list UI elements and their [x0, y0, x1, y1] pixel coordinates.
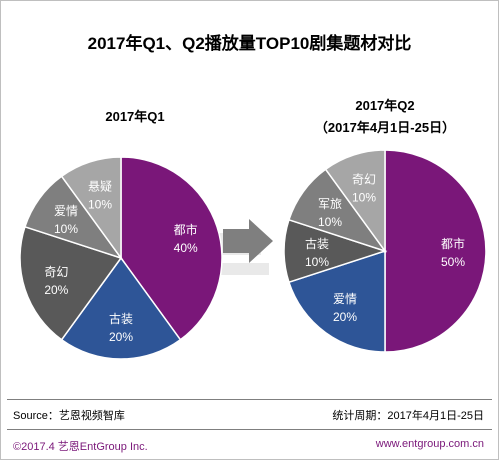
footer-divider-top [7, 399, 492, 400]
pie-charts: 2017年Q1 2017年Q2 （2017年4月1日-25日） 都市 40% 古装 2… [19, 98, 487, 360]
pie-slice-label-0-0: 都市 [174, 222, 198, 237]
pie-slice-label-0-1: 古装 [109, 311, 133, 326]
footer-divider-bottom [7, 429, 492, 430]
pie-slice-value-1-2: 10% [305, 255, 329, 269]
pie-q2: 都市 50% 爱情 20% 古装 10% 军旅 10% 奇幻 10% [283, 149, 487, 353]
pie-slice-value-0-2: 20% [44, 283, 68, 297]
pie-slice-0-1 [60, 256, 182, 360]
pie-slice-value-1-0: 50% [441, 255, 465, 269]
source-text: Source：艺恩视频智库 [13, 410, 125, 422]
pie-q1: 都市 40% 古装 20% 奇幻 20% 爱情 10% 悬疑 10% [19, 156, 223, 360]
pie-slice-0-0 [120, 156, 223, 341]
pie-slice-label-1-2: 古装 [305, 236, 329, 251]
pie-q2-title: 2017年Q2 [355, 98, 414, 113]
chart-title: 2017年Q1、Q2播放量TOP10剧集题材对比 [87, 34, 412, 53]
pie-slice-0-2 [19, 225, 123, 341]
website-link[interactable]: www.entgroup.com.cn [375, 438, 484, 450]
pie-slice-value-1-3: 10% [318, 215, 342, 229]
pie-slice-value-1-1: 20% [333, 310, 357, 324]
pie-slice-value-0-1: 20% [109, 330, 133, 344]
pie-slice-1-0 [384, 149, 487, 353]
pie-q1-title: 2017年Q1 [105, 109, 164, 124]
pie-slice-0-4 [60, 156, 122, 261]
pie-q2-subtitle: （2017年4月1日-25日） [315, 120, 455, 135]
arrow-icon [223, 219, 273, 263]
pie-slice-label-1-1: 爱情 [333, 292, 357, 306]
pie-slice-label-1-4: 奇幻 [352, 172, 376, 186]
pie-slice-label-0-2: 奇幻 [44, 265, 68, 279]
pie-slice-value-0-3: 10% [54, 222, 78, 236]
pie-slice-1-4 [324, 149, 386, 254]
pie-slice-label-0-3: 爱情 [54, 204, 78, 218]
pie-slice-label-1-3: 军旅 [318, 197, 342, 211]
copyright-text: ©2017.4 艺恩EntGroup Inc. [13, 441, 148, 453]
pie-slice-label-1-0: 都市 [441, 236, 465, 251]
pie-slice-value-1-4: 10% [352, 190, 376, 204]
pie-slice-1-1 [287, 249, 386, 353]
pie-slice-label-0-4: 悬疑 [88, 178, 112, 193]
period-text: 统计周期：2017年4月1日-25日 [332, 410, 484, 422]
pie-slice-value-0-4: 10% [88, 197, 112, 211]
pie-slice-value-0-0: 40% [174, 241, 198, 255]
